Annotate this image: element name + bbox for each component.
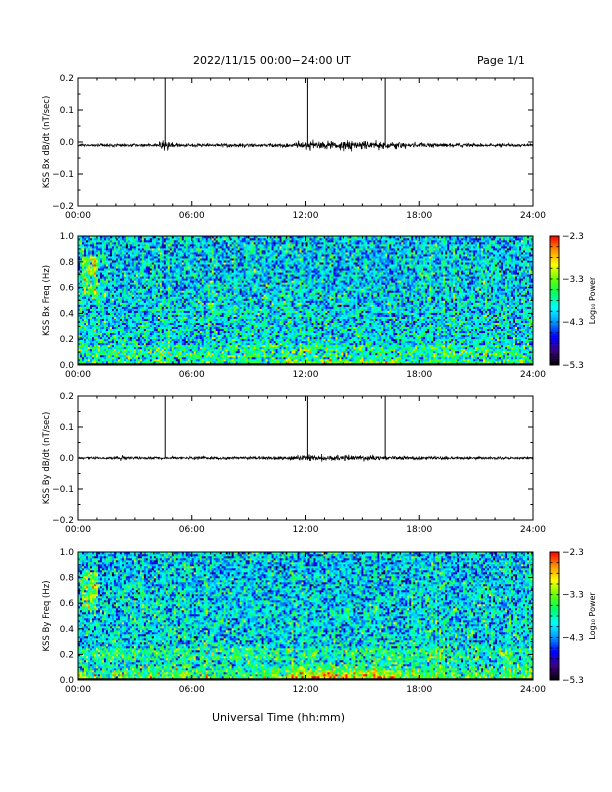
panel-3-colorbar-tick-label: −4.3 bbox=[562, 633, 584, 643]
panel-3-y-axis-label: KSS By Freq (Hz) bbox=[42, 580, 52, 651]
panel-0-series-line bbox=[77, 139, 534, 152]
panel-0-frame bbox=[77, 77, 534, 207]
panel-1-xtick-label: 12:00 bbox=[293, 370, 319, 380]
panel-0-ytick-label: −0.1 bbox=[52, 170, 74, 180]
panel-1-ytick-label: 0.4 bbox=[60, 309, 75, 319]
panel-3-xtick-label: 18:00 bbox=[406, 685, 432, 695]
panel-3-ytick-label: 0.2 bbox=[60, 650, 74, 660]
panel-3-ytick-label: 0.8 bbox=[60, 574, 75, 584]
panel-1-colorbar: −2.3 −3.3 −4.3 −5.3 Log₁₀ Power bbox=[549, 232, 597, 371]
panel-2-series-line bbox=[77, 454, 534, 462]
panel-3-colorbar: −2.3 −3.3 −4.3 −5.3 Log₁₀ Power bbox=[549, 548, 597, 686]
panel-1-xtick-label: 00:00 bbox=[65, 370, 91, 380]
panel-0-ytick-label: 0.1 bbox=[60, 106, 74, 116]
panel-1-heatmap bbox=[78, 236, 534, 366]
panel-3-ytick-label: 0.6 bbox=[60, 599, 75, 609]
panel-2-ytick-label: 0.0 bbox=[60, 454, 75, 464]
panel-1-colorbar-label: Log₁₀ Power bbox=[588, 276, 597, 324]
panel-2-ytick-label: −0.2 bbox=[52, 516, 74, 526]
panel-2-ytick-label: 0.2 bbox=[60, 392, 74, 402]
panel-3-xtick-label: 06:00 bbox=[179, 685, 205, 695]
panel-1-xtick-label: 18:00 bbox=[406, 370, 432, 380]
panel-1-xtick-label: 24:00 bbox=[520, 370, 546, 380]
panel-0-ytick-label: 0.2 bbox=[60, 74, 74, 84]
panel-1-axes: 00:00 06:00 12:00 18:00 24:00 1.0 0.8 0.6 0.4 0.2… bbox=[42, 232, 546, 380]
panel-0-y-axis-label: KSS Bx dB/dt (nT/sec) bbox=[42, 96, 52, 189]
panel-2-ytick-label: 0.1 bbox=[60, 423, 74, 433]
panel-1-ytick-label: 0.8 bbox=[60, 258, 75, 268]
panel-1-ytick-label: 0.2 bbox=[60, 335, 74, 345]
panel-0-ytick-label: 0.0 bbox=[60, 138, 75, 148]
panel-0-ytick-label: −0.2 bbox=[52, 202, 74, 212]
panel-1-ytick-label: 0.0 bbox=[60, 361, 75, 371]
panel-3-colorbar-tick-label: −3.3 bbox=[562, 591, 584, 601]
panel-3-xtick-label: 00:00 bbox=[65, 685, 91, 695]
panel-1-xtick-label: 06:00 bbox=[179, 370, 205, 380]
panel-0-xtick-label: 06:00 bbox=[179, 211, 205, 221]
panel-0-xtick-label: 24:00 bbox=[520, 211, 546, 221]
panel-3-colorbar-tick-label: −5.3 bbox=[562, 676, 584, 686]
panel-3-ytick-label: 0.0 bbox=[60, 676, 75, 686]
page-number: Page 1/1 bbox=[477, 54, 525, 67]
panel-0-xtick-label: 18:00 bbox=[406, 211, 432, 221]
panel-3-colorbar-tick-label: −2.3 bbox=[562, 548, 584, 558]
panel-1-colorbar-tick-label: −5.3 bbox=[562, 361, 584, 371]
panel-3-ytick-label: 0.4 bbox=[60, 625, 75, 635]
panel-1-ytick-label: 1.0 bbox=[60, 232, 75, 242]
page-title: 2022/11/15 00:00−24:00 UT bbox=[193, 54, 351, 67]
panel-0-axes: 00:00 06:00 12:00 18:00 24:00 0.2 0.1 0.0 −0.1 −0… bbox=[42, 74, 546, 221]
panel-1-y-axis-label: KSS Bx Freq (Hz) bbox=[42, 265, 52, 336]
panel-3-colorbar-label: Log₁₀ Power bbox=[588, 592, 597, 640]
panel-2-y-axis-label: KSS By dB/dt (nT/sec) bbox=[42, 412, 52, 505]
panel-2-axes: 00:00 06:00 12:00 18:00 24:00 0.2 0.1 0.0 −0.1 −0… bbox=[42, 392, 546, 535]
x-axis-label: Universal Time (hh:mm) bbox=[212, 711, 345, 724]
panel-2-xtick-label: 18:00 bbox=[406, 525, 432, 535]
panel-1-colorbar-tick-label: −4.3 bbox=[562, 318, 584, 328]
panel-3-axes: 00:00 06:00 12:00 18:00 24:00 1.0 0.8 0.6 0.4 0.2… bbox=[42, 548, 546, 695]
panel-1-colorbar-tick-label: −3.3 bbox=[562, 275, 584, 285]
panel-2-ytick-label: −0.1 bbox=[52, 485, 74, 495]
panel-0-xtick-label: 00:00 bbox=[65, 211, 91, 221]
panel-2-xtick-label: 12:00 bbox=[293, 525, 319, 535]
panel-2-xtick-label: 24:00 bbox=[520, 525, 546, 535]
panel-0-xtick-label: 12:00 bbox=[293, 211, 319, 221]
panel-1-ytick-label: 0.6 bbox=[60, 284, 75, 294]
panel-2-xtick-label: 06:00 bbox=[179, 525, 205, 535]
panel-3-heatmap bbox=[78, 552, 534, 681]
panel-3-xtick-label: 12:00 bbox=[293, 685, 319, 695]
panel-3-xtick-label: 24:00 bbox=[520, 685, 546, 695]
panel-2-xtick-label: 00:00 bbox=[65, 525, 91, 535]
panel-1-colorbar-tick-label: −2.3 bbox=[562, 232, 584, 242]
panel-3-ytick-label: 1.0 bbox=[60, 548, 75, 558]
